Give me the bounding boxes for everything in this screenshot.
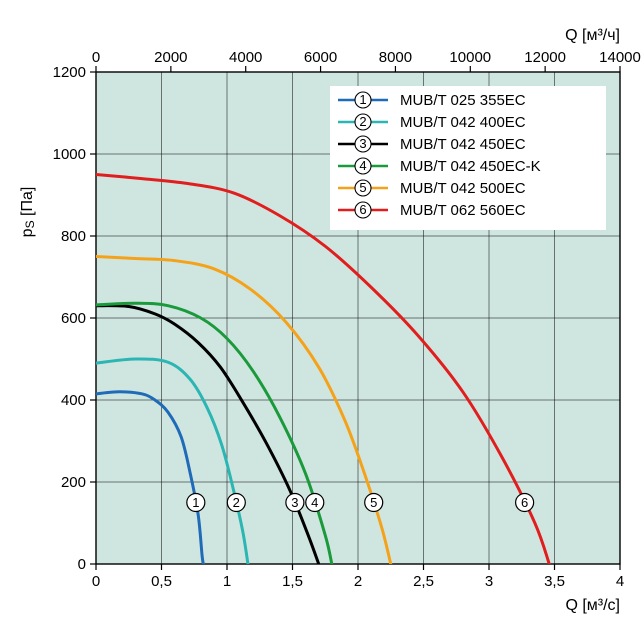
legend-label-6: MUB/T 062 560EC bbox=[400, 202, 526, 219]
x-top-tick-label: 14000 bbox=[599, 49, 641, 66]
x-bottom-tick-label: 0,5 bbox=[151, 573, 172, 590]
y-axis-label: pS [Па] bbox=[19, 187, 37, 238]
x-top-tick-label: 2000 bbox=[154, 49, 187, 66]
y-tick-label: 200 bbox=[61, 474, 86, 491]
chart-svg: 00,511,522,533,5402000400060008000100001… bbox=[0, 0, 644, 629]
x-top-tick-label: 8000 bbox=[379, 49, 412, 66]
legend-marker-label-3: 3 bbox=[359, 136, 366, 151]
series-marker-label-4: 4 bbox=[311, 495, 318, 510]
series-marker-label-6: 6 bbox=[521, 495, 528, 510]
x-bottom-tick-label: 4 bbox=[616, 573, 624, 590]
series-marker-label-5: 5 bbox=[370, 495, 377, 510]
x-top-tick-label: 4000 bbox=[229, 49, 262, 66]
x-top-tick-label: 6000 bbox=[304, 49, 337, 66]
legend-marker-label-1: 1 bbox=[359, 92, 366, 107]
series-marker-label-3: 3 bbox=[291, 495, 298, 510]
legend-label-3: MUB/T 042 450EC bbox=[400, 136, 526, 153]
legend-label-5: MUB/T 042 500EC bbox=[400, 180, 526, 197]
y-tick-label: 1200 bbox=[53, 64, 86, 81]
x-bottom-tick-label: 3 bbox=[485, 573, 493, 590]
x-top-tick-label: 0 bbox=[92, 49, 100, 66]
legend-marker-label-2: 2 bbox=[359, 114, 366, 129]
y-tick-label: 600 bbox=[61, 310, 86, 327]
legend-label-2: MUB/T 042 400EC bbox=[400, 114, 526, 131]
fan-performance-chart: 00,511,522,533,5402000400060008000100001… bbox=[0, 0, 644, 629]
x-top-tick-label: 10000 bbox=[449, 49, 491, 66]
legend-marker-label-6: 6 bbox=[359, 202, 366, 217]
y-tick-label: 400 bbox=[61, 392, 86, 409]
x-top-tick-label: 12000 bbox=[524, 49, 566, 66]
series-marker-label-1: 1 bbox=[192, 495, 199, 510]
y-tick-label: 1000 bbox=[53, 146, 86, 163]
x-bottom-tick-label: 2 bbox=[354, 573, 362, 590]
x-bottom-tick-label: 0 bbox=[92, 573, 100, 590]
legend-marker-label-5: 5 bbox=[359, 180, 366, 195]
x-bottom-axis-label: Q [м³/c] bbox=[565, 597, 620, 614]
legend-label-4: MUB/T 042 450EC-K bbox=[400, 158, 541, 175]
legend-label-1: MUB/T 025 355EC bbox=[400, 92, 526, 109]
x-bottom-tick-label: 2,5 bbox=[413, 573, 434, 590]
x-bottom-tick-label: 3,5 bbox=[544, 573, 565, 590]
y-tick-label: 0 bbox=[78, 556, 86, 573]
x-top-axis-label: Q [м³/ч] bbox=[565, 27, 620, 44]
series-marker-label-2: 2 bbox=[233, 495, 240, 510]
y-tick-label: 800 bbox=[61, 228, 86, 245]
x-bottom-tick-label: 1,5 bbox=[282, 573, 303, 590]
legend-marker-label-4: 4 bbox=[359, 158, 366, 173]
x-bottom-tick-label: 1 bbox=[223, 573, 231, 590]
